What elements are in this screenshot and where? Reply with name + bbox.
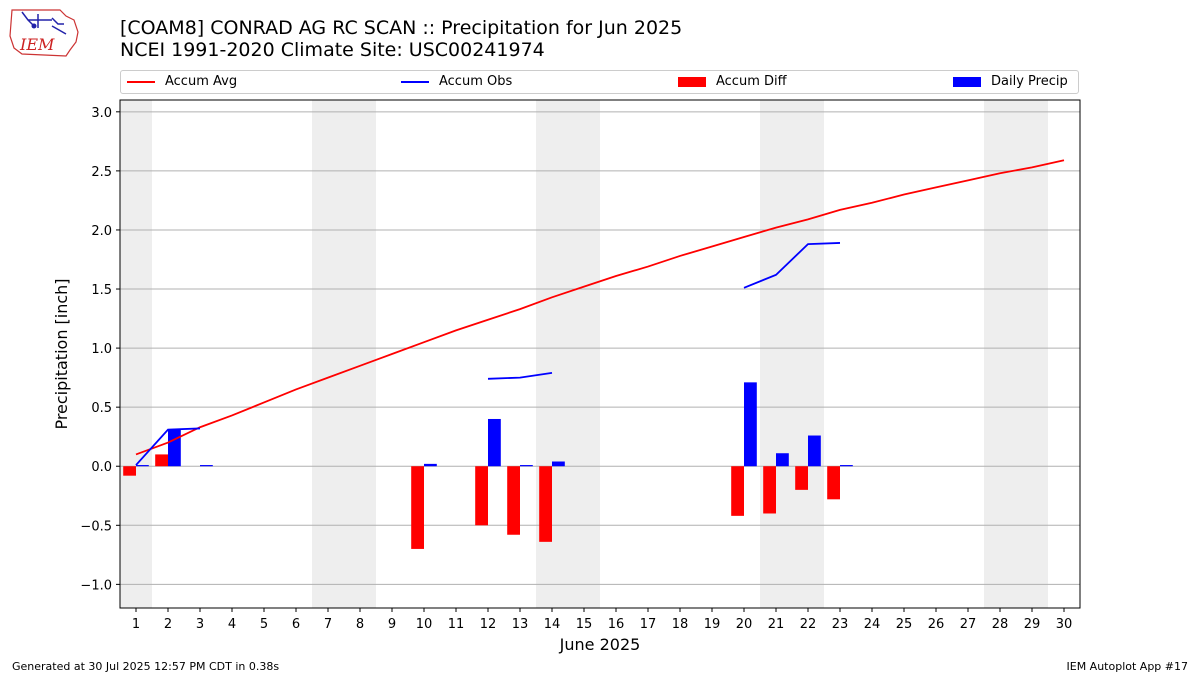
x-axis-label: June 2025 bbox=[559, 635, 641, 654]
bar-accum-diff bbox=[411, 466, 424, 549]
x-tick-label: 29 bbox=[1024, 617, 1041, 632]
bar-daily-precip bbox=[808, 435, 821, 467]
x-tick-label: 6 bbox=[292, 617, 300, 632]
line-accum-obs bbox=[135, 427, 201, 466]
bar-daily-precip bbox=[424, 463, 437, 467]
lines bbox=[135, 159, 1065, 466]
y-tick-label: 2.0 bbox=[91, 224, 112, 239]
x-tick-label: 7 bbox=[324, 617, 332, 632]
footer-app: IEM Autoplot App #17 bbox=[1066, 660, 1189, 673]
bar-accum-diff bbox=[795, 466, 808, 490]
x-tick-label: 8 bbox=[356, 617, 364, 632]
legend-swatch bbox=[678, 76, 706, 87]
bar-accum-diff bbox=[731, 466, 744, 516]
x-tick-label: 20 bbox=[736, 617, 753, 632]
y-tick-label: 3.0 bbox=[91, 106, 112, 121]
y-tick-label: 2.5 bbox=[91, 165, 112, 180]
x-tick-label: 11 bbox=[448, 617, 465, 632]
line-accum-obs bbox=[743, 242, 841, 289]
chart-subtitle: NCEI 1991-2020 Climate Site: USC00241974 bbox=[120, 39, 545, 61]
y-ticks: −1.0 −0.5 0.0 0.5 1.0 1.5 2.0 2.5 3.0 bbox=[80, 106, 120, 593]
weekend-band bbox=[312, 100, 376, 608]
x-tick-label: 3 bbox=[196, 617, 204, 632]
legend-swatch bbox=[953, 76, 981, 87]
x-tick-label: 21 bbox=[768, 617, 785, 632]
x-ticks: 1 2 3 4 5 6 7 8 9 10 11 12 13 14 15 16 17 18 19 20 21 22 23 24 2… bbox=[132, 608, 1072, 632]
logo-text: IEM bbox=[19, 35, 55, 54]
x-tick-label: 16 bbox=[608, 617, 625, 632]
x-tick-label: 23 bbox=[832, 617, 849, 632]
x-tick-label: 26 bbox=[928, 617, 945, 632]
x-tick-label: 14 bbox=[544, 617, 561, 632]
x-tick-label: 13 bbox=[512, 617, 529, 632]
bar-daily-precip bbox=[552, 461, 565, 467]
legend-entry-accum-avg: Accum Avg bbox=[127, 74, 237, 89]
legend-label: Accum Avg bbox=[165, 74, 238, 89]
x-tick-label: 1 bbox=[132, 617, 140, 632]
bar-accum-diff bbox=[763, 466, 776, 514]
bar-daily-precip bbox=[744, 382, 757, 467]
x-tick-label: 10 bbox=[416, 617, 433, 632]
bar-daily-precip bbox=[136, 465, 149, 467]
y-tick-label: 1.0 bbox=[91, 342, 112, 357]
y-tick-label: −0.5 bbox=[80, 519, 112, 534]
x-tick-label: 22 bbox=[800, 617, 817, 632]
y-tick-label: 0.5 bbox=[91, 401, 112, 416]
weekend-band bbox=[120, 100, 152, 608]
bar-daily-precip bbox=[840, 465, 853, 467]
x-tick-label: 17 bbox=[640, 617, 657, 632]
bar-daily-precip bbox=[776, 453, 789, 467]
bar-accum-diff bbox=[475, 466, 488, 526]
bar-accum-diff bbox=[539, 466, 552, 542]
axes-frame bbox=[119, 99, 1081, 609]
x-tick-label: 18 bbox=[672, 617, 689, 632]
y-tick-label: 0.0 bbox=[91, 460, 112, 475]
line-accum-avg bbox=[135, 159, 1065, 456]
bar-daily-precip bbox=[168, 429, 181, 467]
gridlines bbox=[120, 111, 1080, 585]
x-tick-label: 4 bbox=[228, 617, 236, 632]
y-tick-label: −1.0 bbox=[80, 578, 112, 593]
bar-accum-diff bbox=[507, 466, 520, 535]
legend-label: Accum Obs bbox=[439, 74, 513, 89]
line-accum-obs bbox=[487, 372, 553, 380]
iem-logo: IEM bbox=[9, 9, 79, 57]
legend-label: Accum Diff bbox=[716, 74, 787, 89]
x-tick-label: 24 bbox=[864, 617, 881, 632]
weekend-shading bbox=[120, 100, 1048, 608]
legend-entry-accum-obs: Accum Obs bbox=[401, 74, 512, 89]
x-tick-label: 27 bbox=[960, 617, 977, 632]
weekend-band bbox=[984, 100, 1048, 608]
y-tick-label: 1.5 bbox=[91, 283, 112, 298]
bar-accum-diff bbox=[123, 466, 136, 476]
legend-label: Daily Precip bbox=[991, 74, 1068, 89]
bar-accum-diff bbox=[827, 466, 840, 500]
chart-title: [COAM8] CONRAD AG RC SCAN :: Precipitati… bbox=[120, 17, 683, 39]
x-tick-label: 9 bbox=[388, 617, 396, 632]
x-tick-label: 15 bbox=[576, 617, 593, 632]
x-tick-label: 28 bbox=[992, 617, 1009, 632]
x-tick-label: 25 bbox=[896, 617, 913, 632]
x-tick-label: 2 bbox=[164, 617, 172, 632]
footer-generated: Generated at 30 Jul 2025 12:57 PM CDT in… bbox=[12, 660, 280, 673]
bar-accum-diff bbox=[155, 454, 168, 467]
x-tick-label: 5 bbox=[260, 617, 268, 632]
weekend-band bbox=[760, 100, 824, 608]
bar-daily-precip bbox=[200, 465, 213, 467]
legend-entry-accum-diff: Accum Diff bbox=[678, 74, 787, 89]
legend-swatch bbox=[127, 80, 155, 83]
bar-daily-precip bbox=[488, 418, 501, 467]
bar-daily-precip bbox=[520, 465, 533, 467]
legend-swatch bbox=[401, 80, 429, 83]
x-tick-label: 30 bbox=[1056, 617, 1073, 632]
legend: Accum Avg Accum Obs Accum Diff Daily Pre… bbox=[120, 70, 1079, 94]
x-tick-label: 19 bbox=[704, 617, 721, 632]
x-tick-label: 12 bbox=[480, 617, 497, 632]
legend-entry-daily-precip: Daily Precip bbox=[953, 74, 1068, 89]
y-axis-label: Precipitation [inch] bbox=[52, 278, 71, 429]
